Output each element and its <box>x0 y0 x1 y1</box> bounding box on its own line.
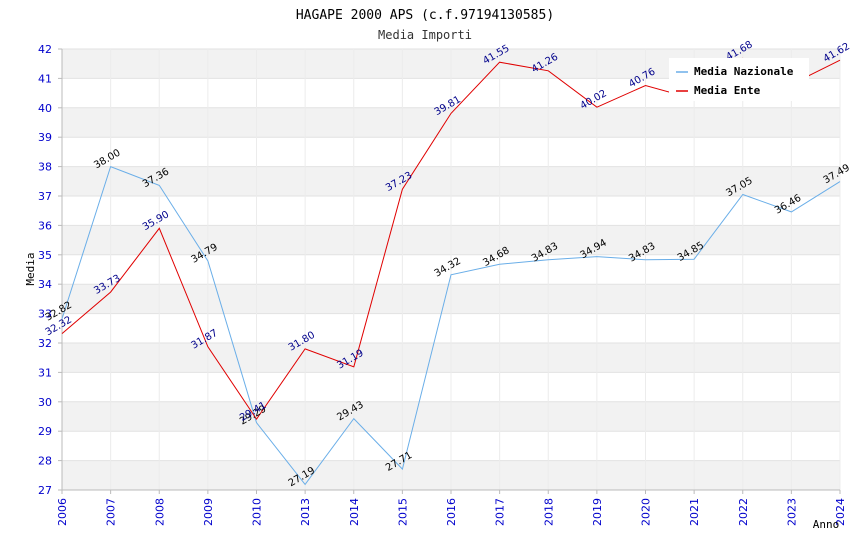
y-tick-label: 35 <box>38 249 52 262</box>
x-axis-label: Anno <box>813 518 840 531</box>
x-tick-label: 2016 <box>445 498 458 526</box>
chart-subtitle: Media Importi <box>378 28 472 42</box>
y-tick-label: 38 <box>38 161 52 174</box>
x-tick-label: 2021 <box>688 498 701 526</box>
x-tick-label: 2024 <box>834 498 847 526</box>
y-tick-label: 30 <box>38 396 52 409</box>
series-line-media-nazionale <box>61 165 841 486</box>
y-tick-label: 42 <box>38 43 52 56</box>
chart-title: HAGAPE 2000 APS (c.f.97194130585) <box>296 8 554 23</box>
y-tick-label: 33 <box>38 308 52 321</box>
y-tick-label: 37 <box>38 190 52 203</box>
legend: Media Nazionale Media Ente <box>669 58 809 101</box>
y-tick-label: 27 <box>38 484 52 497</box>
y-tick-label: 29 <box>38 425 52 438</box>
x-tick-label: 2022 <box>737 498 750 526</box>
y-tick-label: 31 <box>38 366 52 379</box>
legend-label-media-ente: Media Ente <box>694 84 761 97</box>
x-tick-label: 2020 <box>640 498 653 526</box>
x-tick-label: 2014 <box>348 498 361 526</box>
legend-box <box>669 58 809 101</box>
y-tick-label: 40 <box>38 102 52 115</box>
x-tick-label: 2006 <box>56 498 69 526</box>
x-tick-label: 2023 <box>785 498 798 526</box>
y-tick-labels: 27 28 29 30 31 32 33 34 35 36 37 38 39 40 41 42 <box>38 43 52 497</box>
y-tick-label: 41 <box>38 72 52 85</box>
data-label-media-nazionale: 34.32 <box>433 256 463 280</box>
y-tick-label: 39 <box>38 131 52 144</box>
axes <box>58 48 841 494</box>
y-tick-label: 32 <box>38 337 52 350</box>
y-axis-label: Media <box>24 252 37 285</box>
x-tick-label: 2013 <box>299 498 312 526</box>
y-tick-label: 36 <box>38 219 52 232</box>
y-tick-label: 28 <box>38 455 52 468</box>
x-tick-labels: 2006 2007 2008 2009 2010 2013 2014 2015 2016 2017… <box>56 498 847 526</box>
y-tick-label: 34 <box>38 278 52 291</box>
x-tick-label: 2007 <box>105 498 118 526</box>
x-tick-label: 2015 <box>396 498 409 526</box>
x-tick-label: 2019 <box>591 498 604 526</box>
legend-label-media-nazionale: Media Nazionale <box>694 65 794 78</box>
x-tick-label: 2009 <box>202 498 215 526</box>
x-tick-label: 2018 <box>542 498 555 526</box>
x-tick-label: 2017 <box>494 498 507 526</box>
x-tick-label: 2010 <box>251 498 264 526</box>
x-tick-label: 2008 <box>153 498 166 526</box>
